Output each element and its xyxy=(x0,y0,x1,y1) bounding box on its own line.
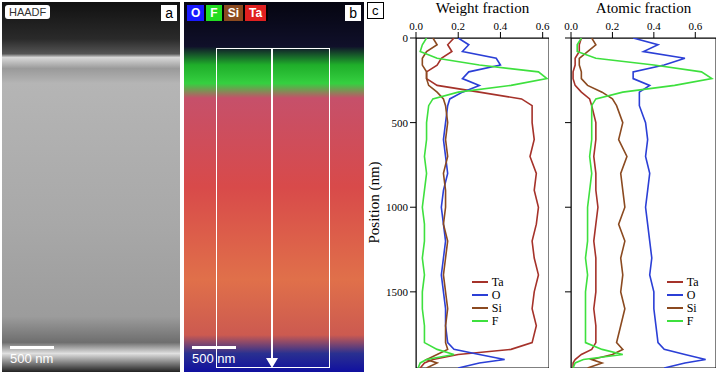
svg-text:0.2: 0.2 xyxy=(451,20,465,32)
html-text:b: b xyxy=(349,5,357,21)
html-text:O: O xyxy=(491,287,501,302)
html-text:Ta: Ta xyxy=(686,274,699,289)
html-text:F: F xyxy=(491,313,499,328)
html-text:Si: Si xyxy=(686,300,697,315)
html-text:500 nm: 500 nm xyxy=(192,351,236,366)
html-text:HAADF: HAADF xyxy=(9,6,47,18)
svg-text:0.0: 0.0 xyxy=(564,20,578,32)
svg-text:0.6: 0.6 xyxy=(536,20,550,32)
html-text:Position (nm): Position (nm) xyxy=(365,161,382,244)
html-text:O: O xyxy=(191,6,201,20)
html-text:Si: Si xyxy=(491,300,502,315)
svg-text:1500: 1500 xyxy=(386,286,409,298)
html-text:Atomic fraction: Atomic fraction xyxy=(595,0,692,16)
svg-text:0.4: 0.4 xyxy=(647,20,661,32)
svg-text:0.6: 0.6 xyxy=(688,20,702,32)
svg-text:0.4: 0.4 xyxy=(494,20,508,32)
html-text:c: c xyxy=(372,3,379,18)
html-text:500 nm: 500 nm xyxy=(10,351,54,366)
svg-text:500: 500 xyxy=(392,117,409,129)
svg-text:1000: 1000 xyxy=(386,201,409,213)
html-text:F: F xyxy=(686,313,694,328)
html-text:F: F xyxy=(210,6,218,20)
svg-text:0.2: 0.2 xyxy=(606,20,620,32)
svg-text:0: 0 xyxy=(403,32,409,44)
html-text:Ta: Ta xyxy=(249,6,263,20)
html-text:Ta: Ta xyxy=(491,274,504,289)
html-text:O: O xyxy=(686,287,696,302)
html-text:Si: Si xyxy=(227,6,239,20)
svg-text:0.0: 0.0 xyxy=(409,20,423,32)
html-text:a: a xyxy=(165,5,173,21)
html-text:Weight fraction: Weight fraction xyxy=(435,0,530,16)
